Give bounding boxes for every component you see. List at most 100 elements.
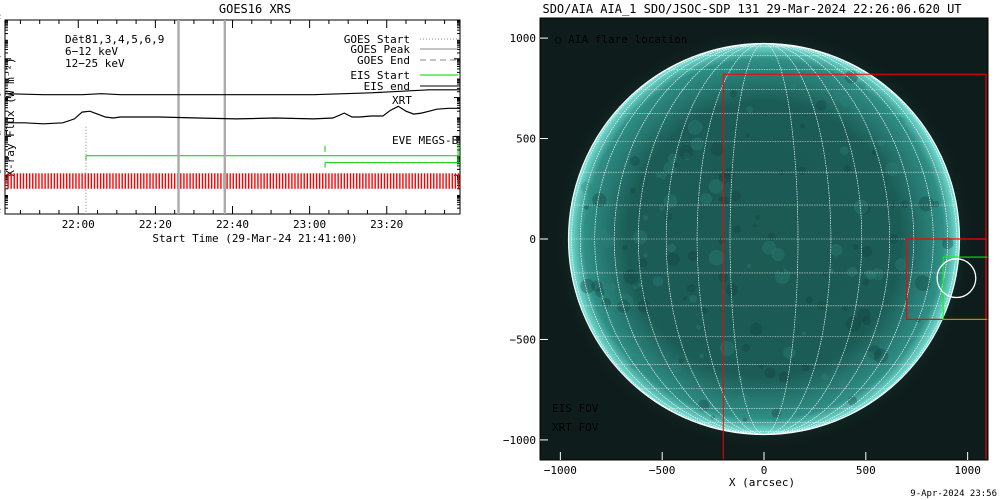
disk-texture <box>632 285 638 290</box>
disk-texture <box>663 194 678 208</box>
disk-texture <box>718 171 731 184</box>
disk-texture <box>583 204 589 210</box>
disk-texture <box>595 287 605 298</box>
disk-texture <box>771 416 779 424</box>
disk-texture <box>687 284 696 293</box>
disk-texture <box>761 240 777 255</box>
disk-texture <box>783 346 796 359</box>
legend-left-entry: 12−25 keV <box>65 57 125 70</box>
y-tick-exponent: -6 <box>0 91 1 99</box>
disk-texture <box>754 214 761 221</box>
disk-texture <box>816 99 827 111</box>
image-annotation: EIS FOV <box>552 402 599 415</box>
disk-texture <box>862 279 870 286</box>
disk-texture <box>678 144 693 160</box>
aia-x-axis-label: X (arcsec) <box>729 476 795 489</box>
disk-texture <box>580 278 595 294</box>
disk-texture <box>752 223 757 228</box>
disk-texture <box>682 296 687 301</box>
legend-right-entry: EIS end <box>364 80 410 93</box>
y-tick-label: 0 <box>529 233 536 246</box>
disk-texture <box>847 396 858 406</box>
disk-texture <box>638 258 648 267</box>
disk-texture <box>623 269 639 284</box>
disk-texture <box>749 322 763 336</box>
aia-plot-title: SDO/AIA AIA_1 SDO/JSOC-SDP 131 29-Mar-20… <box>542 2 961 16</box>
disk-texture <box>664 212 673 221</box>
disk-texture <box>736 393 751 408</box>
disk-texture <box>873 348 889 364</box>
x-tick-label: 0 <box>761 464 768 477</box>
disk-texture <box>896 116 906 126</box>
disk-texture <box>805 296 813 304</box>
disk-texture <box>774 268 791 284</box>
disk-texture <box>596 228 608 240</box>
x-tick-label: −500 <box>649 464 676 477</box>
disk-texture <box>801 331 807 336</box>
legend-left-entry: Dēt81,3,4,5,6,9 <box>65 33 164 46</box>
y-tick-label: 10-8 <box>0 129 1 143</box>
disk-texture <box>861 204 871 215</box>
disk-texture <box>846 316 862 332</box>
disk-texture <box>911 156 925 170</box>
y-tick-label: 500 <box>516 133 536 146</box>
goes-x-ticks: 22:00 22:20 22:40 23:00 23:20 <box>19 20 446 231</box>
legend-right-entry: XRT <box>392 94 412 107</box>
disk-texture <box>853 199 869 215</box>
disk-texture <box>847 266 858 277</box>
disk-texture <box>601 234 616 249</box>
disk-texture <box>894 258 908 271</box>
disk-texture <box>742 343 750 352</box>
disk-texture <box>745 133 750 138</box>
disk-texture <box>941 237 954 250</box>
disk-texture <box>821 373 829 381</box>
disk-texture <box>838 378 850 390</box>
disk-texture <box>778 371 791 383</box>
disk-texture <box>666 252 680 267</box>
disk-texture <box>652 276 664 287</box>
goes-plot-title: GOES16 XRS <box>219 2 291 16</box>
y-tick-exponent: -4 <box>0 52 1 60</box>
disk-texture <box>667 243 676 253</box>
disk-texture <box>764 367 776 379</box>
disk-texture <box>659 171 667 180</box>
disk-texture <box>866 270 876 280</box>
disk-texture <box>861 316 871 326</box>
x-tick-label: 500 <box>856 464 876 477</box>
disk-texture <box>771 248 785 262</box>
y-tick-label: 10-6 <box>0 91 1 105</box>
disk-texture <box>695 324 701 330</box>
disk-texture <box>822 270 829 277</box>
y-tick-label: −500 <box>510 333 537 346</box>
goes-x-axis-label: Start Time (29-Mar-24 21:41:00) <box>152 232 357 245</box>
y-tick-exponent: -12 <box>0 207 1 215</box>
disk-texture <box>914 275 931 292</box>
goes-y-axis-label: X-ray Flux (W m⁻²) <box>4 57 17 176</box>
legend-right-entry: EVE MEGS-B <box>392 134 459 147</box>
disk-texture <box>860 245 873 258</box>
disk-texture <box>670 362 682 374</box>
disk-texture <box>629 356 643 370</box>
disk-texture <box>918 196 934 212</box>
disk-texture <box>689 295 698 303</box>
legend-left-entry: 6−12 keV <box>65 45 118 58</box>
disk-texture <box>622 244 628 251</box>
legend-right-entry: GOES Peak <box>350 43 410 56</box>
image-annotation: ○ AIA flare location <box>555 33 687 46</box>
disk-texture <box>601 298 612 308</box>
disk-texture <box>871 150 877 156</box>
disk-texture <box>725 283 738 296</box>
disk-texture <box>832 91 843 103</box>
goes-plot-area <box>5 20 460 214</box>
image-annotation: XRT FOV <box>552 421 599 434</box>
x-tick-label: −1000 <box>544 464 577 477</box>
y-tick-exponent: -2 <box>0 13 1 21</box>
disk-texture <box>607 282 616 292</box>
disk-texture <box>890 203 896 208</box>
disk-texture <box>867 345 882 360</box>
y-tick-label: 10-12 <box>0 207 1 221</box>
aia-annotations: ○ AIA flare location EIS FOV XRT FOV <box>552 33 687 434</box>
y-tick-exponent: -8 <box>0 129 1 137</box>
disk-texture <box>667 153 678 163</box>
